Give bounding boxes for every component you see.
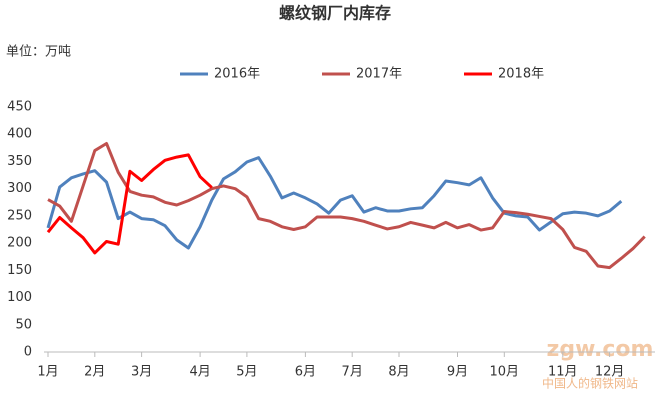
chart-title: 螺纹钢厂内库存 <box>279 4 391 23</box>
x-tick-label: 6月 <box>295 365 316 380</box>
y-tick-label: 100 <box>7 290 32 305</box>
legend-label: 2017年 <box>356 67 402 82</box>
x-tick-label: 1月 <box>37 365 58 380</box>
x-tick-label: 2月 <box>84 365 105 380</box>
y-tick-label: 150 <box>7 263 32 278</box>
series-line <box>46 156 623 250</box>
watermark-slogan: 中国人的钢铁网站 <box>542 376 638 391</box>
y-tick-label: 50 <box>15 317 32 332</box>
x-tick-label: 7月 <box>342 365 363 380</box>
x-tick-label: 3月 <box>131 365 152 380</box>
series-line <box>46 153 213 255</box>
y-tick-label: 0 <box>24 345 32 360</box>
watermark-logo: zgw.com <box>547 337 654 362</box>
y-tick-label: 250 <box>7 208 32 223</box>
y-tick-label: 300 <box>7 181 32 196</box>
series-line <box>47 141 646 270</box>
x-tick-label: 4月 <box>189 365 210 380</box>
y-tick-label: 450 <box>7 100 32 115</box>
x-tick-label: 8月 <box>388 365 409 380</box>
y-tick-label: 350 <box>7 154 32 169</box>
x-tick-label: 12月 <box>595 365 625 380</box>
chart-subtitle: 单位：万吨 <box>6 45 71 60</box>
x-tick-label: 11月 <box>548 365 578 380</box>
x-tick-label: 5月 <box>236 365 257 380</box>
x-tick-label: 9月 <box>447 365 468 380</box>
legend-label: 2016年 <box>214 67 260 82</box>
y-tick-label: 400 <box>7 127 32 142</box>
legend-label: 2018年 <box>498 67 544 82</box>
y-tick-label: 200 <box>7 236 32 251</box>
x-tick-label: 10月 <box>490 365 520 380</box>
